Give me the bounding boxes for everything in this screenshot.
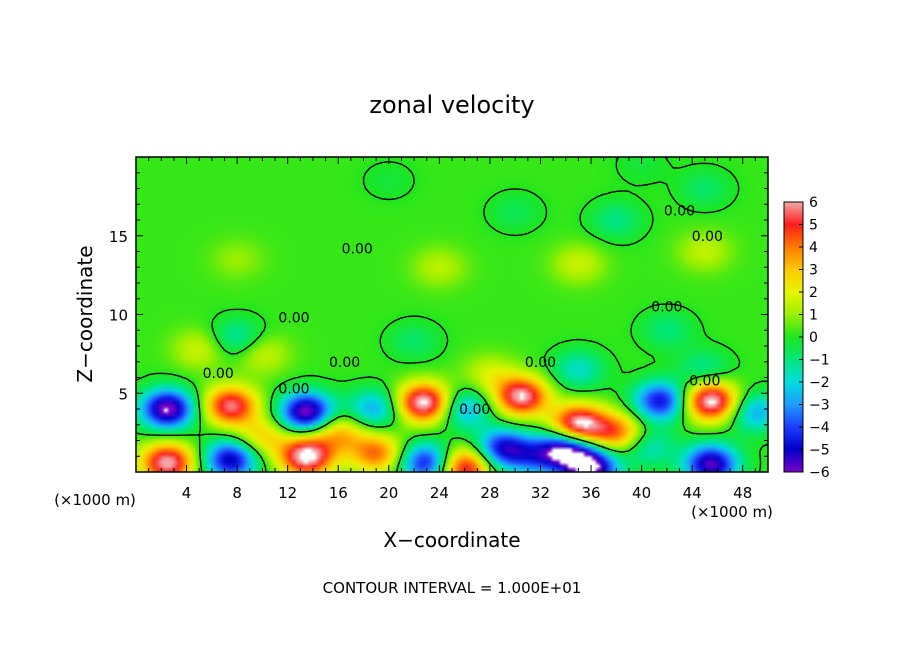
contour-label-9: 0.00 (692, 229, 723, 245)
contour-label-5: 0.00 (525, 355, 556, 371)
contour-label-1: 0.00 (278, 382, 309, 398)
plot-area: 0.00 0.00 0.00 0.00 0.00 0.00 0.00 0.00 0.00 0.00… (109, 156, 769, 502)
colorbar-tick-label: −4 (809, 420, 830, 436)
colorbar-tick-label: 2 (809, 285, 818, 301)
contour-label-8: 0.00 (664, 204, 695, 220)
y-tick-label-15: 15 (109, 228, 128, 246)
contour-labels: 0.00 0.00 0.00 0.00 0.00 0.00 0.00 0.00 0.00 0.00… (203, 204, 723, 418)
x-axis-label: X−coordinate (383, 528, 520, 552)
colorbar-tick-label: 0 (809, 330, 818, 346)
x-tick-label-8: 8 (232, 484, 242, 502)
colorbar-tick-label: 6 (809, 195, 818, 211)
x-tick-label-4: 4 (182, 484, 192, 502)
colorbar-tick-label: 5 (809, 218, 818, 234)
colorbar-tick-label: 3 (809, 263, 818, 279)
x-tick-label-12: 12 (278, 484, 297, 502)
y-axis-label: Z−coordinate (73, 245, 97, 382)
x-axis-unit-left: (×1000 m) (54, 491, 136, 509)
colorbar-tick-label: −5 (809, 443, 830, 459)
y-tick-label-5: 5 (118, 385, 128, 403)
x-tick-label-36: 36 (581, 484, 600, 502)
contour-label-0: 0.00 (203, 366, 234, 382)
contour-label-3: 0.00 (278, 311, 309, 327)
contour-lines (135, 156, 769, 473)
x-tick-label-44: 44 (683, 484, 702, 502)
contour-label-6: 0.00 (651, 300, 682, 316)
x-tick-label-40: 40 (632, 484, 651, 502)
colorbar-tick-label: −1 (809, 353, 830, 369)
contour-label-7: 0.00 (689, 374, 720, 390)
x-tick-label-20: 20 (379, 484, 398, 502)
chart-title: zonal velocity (369, 91, 534, 119)
x-tick-label-28: 28 (480, 484, 499, 502)
x-axis: 4 8 12 16 20 24 28 32 36 40 44 48 (148, 157, 756, 502)
contour-label-10: 0.00 (459, 402, 490, 418)
contour-label-2: 0.00 (329, 355, 360, 371)
x-axis-unit-right: (×1000 m) (691, 503, 773, 521)
colorbar: 6 5 4 3 2 1 0 −1 −2 −3 −4 −5 −6 (783, 195, 830, 481)
colorbar-tick-label: 4 (809, 240, 818, 256)
colorbar-tick-label: −3 (809, 398, 830, 414)
contour-label-4: 0.00 (342, 241, 373, 257)
colorbar-tick-label: −6 (809, 465, 830, 481)
x-tick-label-48: 48 (733, 484, 752, 502)
heatmap-field (136, 157, 768, 472)
y-axis: 5 10 15 (109, 172, 768, 457)
y-tick-label-10: 10 (109, 307, 128, 325)
colorbar-tick-label: 1 (809, 308, 818, 324)
x-tick-label-32: 32 (531, 484, 550, 502)
contour-zero-line (135, 156, 769, 473)
colorbar-tick-label: −2 (809, 375, 830, 391)
x-tick-label-24: 24 (430, 484, 449, 502)
x-tick-label-16: 16 (329, 484, 348, 502)
contour-interval-note: CONTOUR INTERVAL = 1.000E+01 (323, 579, 582, 597)
